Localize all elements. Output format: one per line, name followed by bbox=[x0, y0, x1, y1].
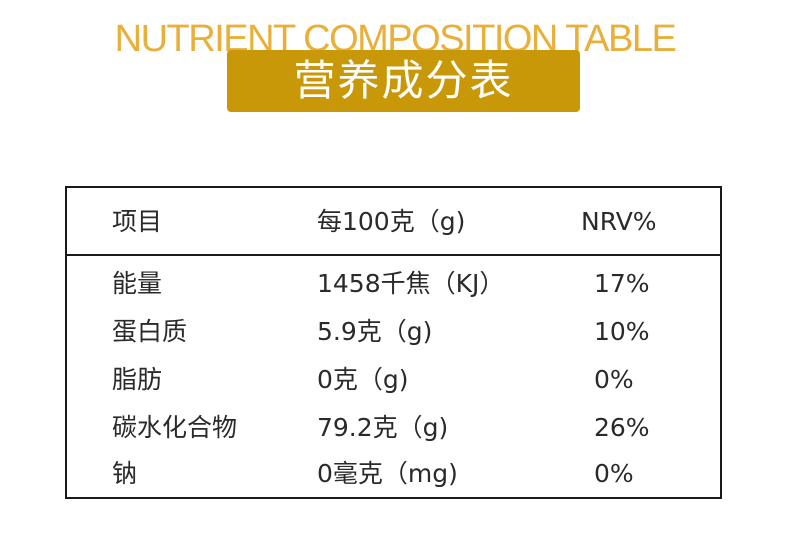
title-chinese: 营养成分表 bbox=[293, 56, 514, 105]
table-row: 碳水化合物 79.2克（g) 26% bbox=[67, 404, 720, 452]
table-row: 脂肪 0克（g) 0% bbox=[67, 356, 720, 404]
column-header-per100g: 每100克（g) bbox=[317, 207, 466, 236]
row-nrv: 10% bbox=[594, 317, 650, 346]
row-nrv: 0% bbox=[594, 365, 634, 394]
row-per100g: 5.9克（g) bbox=[317, 317, 433, 346]
row-per100g: 0毫克（mg) bbox=[317, 459, 458, 488]
row-nrv: 17% bbox=[594, 269, 650, 298]
row-per100g: 1458千焦（KJ） bbox=[317, 269, 505, 298]
column-header-item: 项目 bbox=[112, 207, 163, 236]
row-item: 碳水化合物 bbox=[112, 413, 238, 442]
row-item: 钠 bbox=[112, 459, 138, 488]
row-nrv: 26% bbox=[594, 413, 650, 442]
table-row: 蛋白质 5.9克（g) 10% bbox=[67, 308, 720, 356]
title-banner: 营养成分表 bbox=[227, 50, 580, 112]
row-item: 脂肪 bbox=[112, 365, 163, 394]
row-per100g: 0克（g) bbox=[317, 365, 409, 394]
row-per100g: 79.2克（g) bbox=[317, 413, 449, 442]
table-row: 钠 0毫克（mg) 0% bbox=[67, 450, 720, 498]
row-item: 能量 bbox=[112, 269, 163, 298]
row-item: 蛋白质 bbox=[112, 317, 188, 346]
column-header-nrv: NRV% bbox=[581, 207, 657, 236]
table-header-row: 项目 每100克（g) NRV% bbox=[67, 188, 720, 256]
row-nrv: 0% bbox=[594, 459, 634, 488]
nutrition-table: 项目 每100克（g) NRV% 能量 1458千焦（KJ） 17% 蛋白质 5… bbox=[65, 186, 722, 499]
table-row: 能量 1458千焦（KJ） 17% bbox=[67, 260, 720, 308]
